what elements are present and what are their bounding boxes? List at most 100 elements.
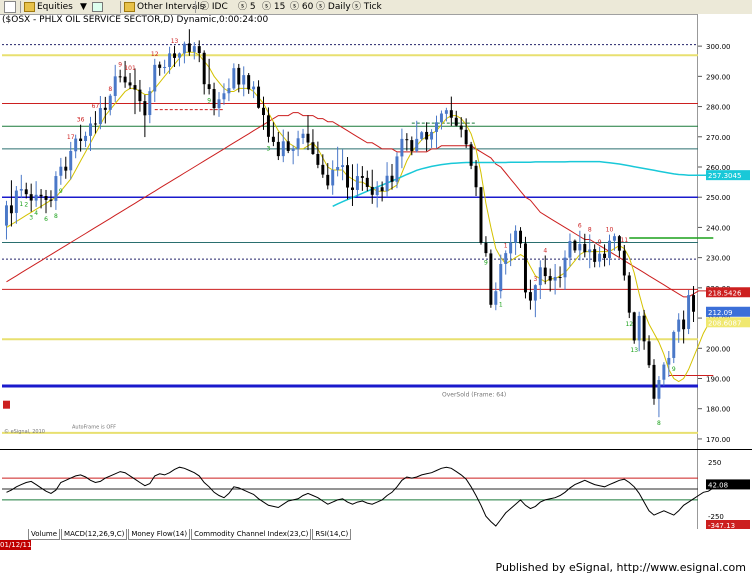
toolbar-15[interactable]: ⓢ 15 xyxy=(262,1,285,13)
toolbar-spacer-icon xyxy=(92,1,105,13)
candle-body xyxy=(197,46,201,54)
candle-body xyxy=(573,240,577,251)
indicator-tab[interactable]: Commodity Channel Index(23,C) xyxy=(191,529,312,540)
setup-count-buy: 9 xyxy=(484,260,488,267)
candle-body xyxy=(257,86,261,108)
candle-body xyxy=(98,108,102,125)
bottom-panel: Volume MACD(12,26,9,C) Money Flow(14) Commo… xyxy=(0,529,752,575)
setup-count-sell: 9 xyxy=(118,62,122,69)
candle-body xyxy=(336,166,340,171)
candle-body xyxy=(237,67,241,85)
candle-body xyxy=(538,267,542,286)
indicator-tabs: Volume MACD(12,26,9,C) Money Flow(14) Commo… xyxy=(28,529,352,540)
candle-body xyxy=(301,133,305,138)
setup-count-buy: 12 xyxy=(625,321,633,328)
candle-body xyxy=(346,165,350,188)
candle-body xyxy=(281,141,285,157)
setup-count-sell: 4 xyxy=(543,248,547,255)
candle-body xyxy=(380,187,384,192)
candle-body xyxy=(252,86,256,90)
toolbar-equities[interactable]: Equities xyxy=(24,1,73,13)
candle-body xyxy=(444,110,448,114)
candle-body xyxy=(311,142,315,154)
candle-body xyxy=(123,76,127,83)
setup-count-sell: 11 xyxy=(621,237,629,244)
toolbar-60[interactable]: ⓢ 60 xyxy=(290,1,313,13)
arrow-left-icon xyxy=(4,1,16,13)
candle-body xyxy=(182,43,186,54)
candle-body xyxy=(271,136,275,142)
toolbar-tick-label: Tick xyxy=(363,2,382,12)
candle-body xyxy=(177,53,181,58)
indicator-tab[interactable]: MACD(12,26,9,C) xyxy=(61,529,128,540)
candle-body xyxy=(533,285,537,301)
setup-count-buy: 9 xyxy=(59,188,63,195)
setup-count-sell: 17 xyxy=(67,134,75,141)
folder-icon xyxy=(124,1,135,12)
indicator-tab[interactable]: Money Flow(14) xyxy=(128,529,191,540)
candle-body xyxy=(642,315,646,342)
candle-body xyxy=(29,194,33,201)
toolbar-other-intervals[interactable]: Other Intervals xyxy=(124,1,205,13)
candle-body xyxy=(34,194,38,201)
setup-count-sell: 67 xyxy=(92,103,100,110)
cci-line xyxy=(6,466,719,527)
setup-count-sell: 12 xyxy=(151,51,159,58)
clock-icon: ⓢ xyxy=(262,2,272,12)
candle-body xyxy=(350,187,354,190)
candle-body xyxy=(682,319,686,330)
candle-body xyxy=(173,53,177,58)
candle-body xyxy=(637,315,641,341)
candle-body xyxy=(262,107,265,116)
candle-body xyxy=(158,64,162,68)
toolbar-idc-label: IDC xyxy=(211,2,228,12)
candle-body xyxy=(355,176,359,190)
toolbar-back-button[interactable] xyxy=(4,1,18,13)
candle-body xyxy=(148,91,152,116)
toolbar-idc[interactable]: ⓢ IDC xyxy=(200,1,228,13)
candle-body xyxy=(296,138,300,150)
setup-count-buy: 6 xyxy=(44,216,48,223)
candle-body xyxy=(410,140,414,151)
setup-count-sell: 8 xyxy=(588,226,592,233)
setup-count-sell: 36 xyxy=(77,117,85,124)
setup-count-sell: 9 xyxy=(598,239,602,246)
toolbar-5[interactable]: ⓢ 5 xyxy=(238,1,256,13)
candle-body xyxy=(331,170,335,186)
candle-body xyxy=(232,68,236,89)
candle-body xyxy=(553,276,557,281)
clock-icon: ⓢ xyxy=(238,2,248,12)
candle-body xyxy=(370,186,374,195)
candle-body xyxy=(168,53,172,67)
setup-count-sell: 8 xyxy=(108,86,112,93)
candle-body xyxy=(316,154,320,165)
candle-body xyxy=(89,123,92,136)
candle-body xyxy=(266,115,270,137)
candle-body xyxy=(558,276,562,278)
candle-body xyxy=(603,253,607,258)
clock-icon: ⓢ xyxy=(290,2,300,12)
date-label: 01/12/11 xyxy=(0,540,32,550)
toolbar-tick[interactable]: ⓢ Tick xyxy=(352,1,382,13)
toolbar-daily[interactable]: ⓢ Daily xyxy=(316,1,351,13)
toolbar: Equities ▼ Other Intervals ⓢ IDC ⓢ 5 ⓢ 1… xyxy=(0,0,752,15)
chart-icon xyxy=(92,1,103,12)
indicator-tab[interactable]: Volume xyxy=(28,529,61,540)
setup-count-buy: 3 xyxy=(267,146,271,153)
chart-annotation: © eSignal, 2010 xyxy=(4,428,45,435)
folder-icon xyxy=(24,1,35,12)
indicator-tab[interactable]: RSI(14,C) xyxy=(312,529,352,540)
candle-body xyxy=(14,190,18,213)
candle-body xyxy=(474,165,478,188)
candle-body xyxy=(459,125,463,130)
candle-body xyxy=(593,249,597,262)
toolbar-equities-label: Equities xyxy=(37,2,73,12)
candle-body xyxy=(528,292,532,301)
candle-body xyxy=(578,244,582,251)
candle-body xyxy=(647,341,651,366)
candle-body xyxy=(435,122,438,132)
candle-body xyxy=(449,110,453,118)
setup-count-sell: 1 xyxy=(504,242,508,249)
candle-body xyxy=(519,230,523,244)
candle-body xyxy=(118,76,122,78)
